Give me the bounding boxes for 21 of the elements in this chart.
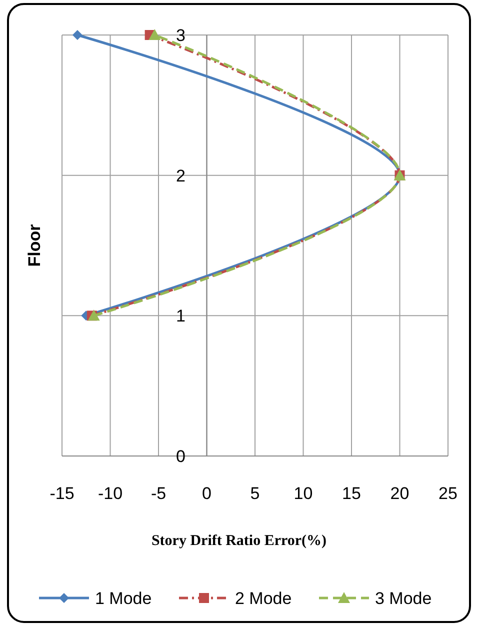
legend-label: 2 Mode [235,588,292,608]
point [148,29,161,40]
x-tick-label: 5 [250,484,260,503]
x-axis-title: Story Drift Ratio Error(%) [151,533,327,549]
y-tick-label: 1 [176,306,186,326]
y-tick-label: 3 [176,26,186,45]
x-tick-label: 0 [202,484,212,503]
y-axis-title: Floor [25,224,44,267]
point [88,310,100,321]
x-tick-label: 15 [342,484,361,503]
legend-label: 3 Mode [375,588,432,608]
x-tick-label: 20 [390,484,410,503]
point [72,30,82,40]
legend-label: 1 Mode [95,588,152,608]
x-tick-label: -5 [150,484,166,503]
x-tick-label: 25 [438,484,458,503]
x-tick-label: -10 [98,484,123,503]
x-tick-label: 10 [294,484,313,503]
x-tick-label: -15 [50,484,74,503]
y-tick-label: 2 [176,166,186,186]
y-tick-label: 0 [176,446,186,466]
